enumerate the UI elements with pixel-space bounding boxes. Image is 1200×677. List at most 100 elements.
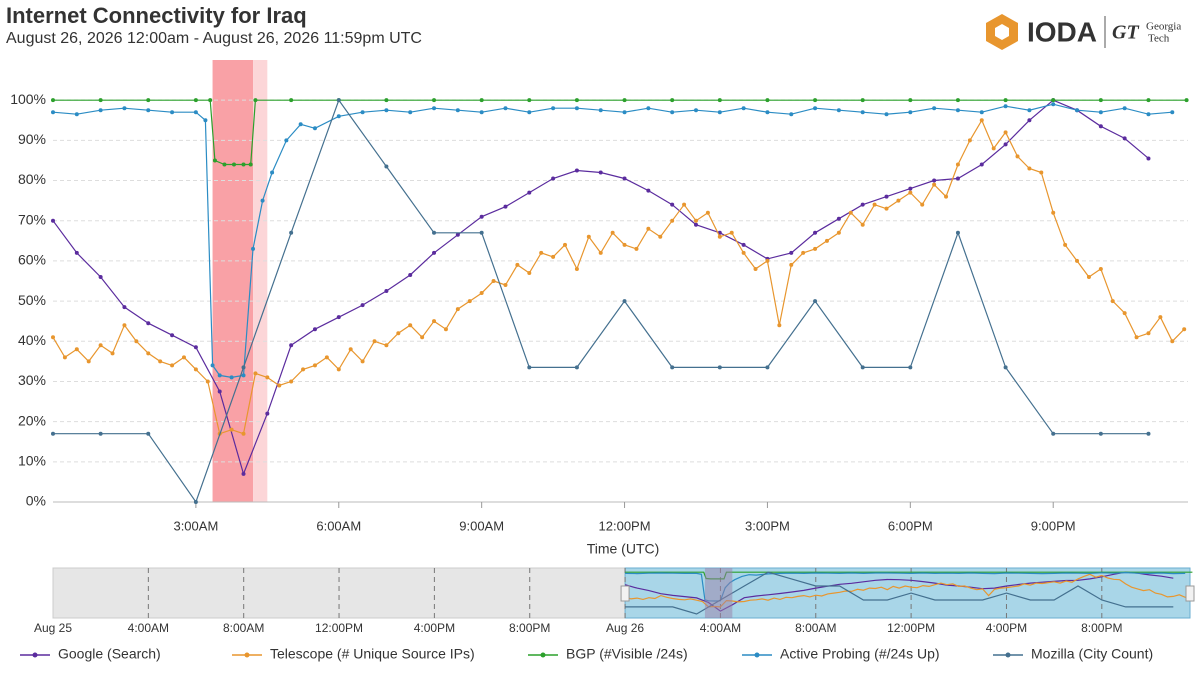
series-point bbox=[574, 365, 579, 370]
series-point bbox=[241, 162, 246, 167]
series-point bbox=[241, 365, 246, 370]
series-point bbox=[432, 98, 437, 103]
series-point bbox=[646, 106, 651, 111]
series-point bbox=[110, 351, 115, 356]
series-point bbox=[1003, 130, 1008, 135]
series-point bbox=[193, 345, 198, 350]
legend-label: Mozilla (City Count) bbox=[1031, 646, 1153, 662]
series-point bbox=[860, 110, 865, 115]
legend-label: Telescope (# Unique Source IPs) bbox=[270, 646, 475, 662]
series-point bbox=[1051, 431, 1056, 436]
series-point bbox=[231, 162, 236, 167]
series-point bbox=[908, 110, 913, 115]
navigator-tick-label: Aug 26 bbox=[606, 621, 644, 635]
series-point bbox=[955, 230, 960, 235]
series-point bbox=[455, 307, 460, 312]
series-point bbox=[336, 315, 341, 320]
legend-marker bbox=[32, 652, 38, 658]
series-point bbox=[1027, 118, 1032, 123]
series-point bbox=[479, 98, 484, 103]
series-point bbox=[467, 299, 472, 304]
y-tick-label: 0% bbox=[26, 493, 46, 509]
series-point bbox=[336, 367, 341, 372]
y-tick-label: 90% bbox=[18, 131, 46, 147]
series-point bbox=[598, 170, 603, 175]
series-point bbox=[944, 194, 949, 199]
navigator-highlight bbox=[725, 568, 733, 618]
series-point bbox=[420, 335, 425, 340]
series-point bbox=[217, 389, 222, 394]
series-point bbox=[670, 98, 675, 103]
series-point bbox=[503, 106, 508, 111]
series-point bbox=[539, 250, 544, 255]
series-point bbox=[222, 162, 227, 167]
series-point bbox=[212, 158, 217, 163]
series-point bbox=[74, 112, 79, 117]
series-point bbox=[622, 110, 627, 115]
chart-subtitle: August 26, 2026 12:00am - August 26, 202… bbox=[6, 30, 422, 47]
series-point bbox=[813, 299, 818, 304]
series-point bbox=[765, 110, 770, 115]
series-point bbox=[360, 303, 365, 308]
series-point bbox=[967, 138, 972, 143]
navigator-handle[interactable] bbox=[1185, 585, 1195, 602]
x-tick-label: 12:00PM bbox=[599, 518, 651, 533]
series-point bbox=[527, 98, 532, 103]
x-tick-label: 3:00AM bbox=[173, 518, 218, 533]
series-point bbox=[455, 108, 460, 113]
series-point bbox=[693, 108, 698, 113]
series-point bbox=[622, 176, 627, 181]
series-point bbox=[289, 230, 294, 235]
x-tick-label: 9:00AM bbox=[459, 518, 504, 533]
series-point bbox=[765, 365, 770, 370]
series-point bbox=[586, 234, 591, 239]
series-point bbox=[1146, 331, 1151, 336]
series-point bbox=[324, 355, 329, 360]
series-point bbox=[1134, 335, 1139, 340]
series-point bbox=[717, 234, 722, 239]
series-point bbox=[1075, 108, 1080, 113]
series-point bbox=[765, 98, 770, 103]
series-point bbox=[610, 230, 615, 235]
series-point bbox=[1146, 112, 1151, 117]
series-point bbox=[622, 98, 627, 103]
series-point bbox=[622, 299, 627, 304]
series-point bbox=[193, 500, 198, 504]
series-point bbox=[241, 373, 246, 378]
series-point bbox=[789, 250, 794, 255]
series-point bbox=[955, 176, 960, 181]
series-point bbox=[301, 367, 306, 372]
series-point bbox=[384, 289, 389, 294]
series-point bbox=[229, 427, 234, 432]
series-point bbox=[241, 471, 246, 476]
series-point bbox=[670, 218, 675, 223]
series-point bbox=[289, 379, 294, 384]
series-point bbox=[574, 266, 579, 271]
series-point bbox=[693, 218, 698, 223]
series-point bbox=[253, 98, 258, 103]
partner-name: Georgia bbox=[1146, 21, 1181, 33]
series-line bbox=[52, 118, 1185, 435]
series-point bbox=[622, 242, 627, 247]
series-point bbox=[146, 351, 151, 356]
series-point bbox=[932, 182, 937, 187]
series-point bbox=[979, 118, 984, 123]
series-point bbox=[634, 246, 639, 251]
series-point bbox=[551, 254, 556, 259]
series-point bbox=[765, 258, 770, 263]
series-point bbox=[384, 164, 389, 169]
series-point bbox=[265, 411, 270, 416]
legend-label: Active Probing (#/24s Up) bbox=[780, 646, 940, 662]
y-tick-label: 60% bbox=[18, 252, 46, 268]
series-point bbox=[432, 230, 437, 235]
series-point bbox=[646, 188, 651, 193]
navigator-handle[interactable] bbox=[620, 585, 630, 602]
series-point bbox=[1027, 108, 1032, 113]
series-point bbox=[98, 343, 103, 348]
series-line bbox=[53, 98, 1149, 504]
navigator-tick-label: 4:00PM bbox=[414, 621, 455, 635]
x-tick-label: 9:00PM bbox=[1031, 518, 1076, 533]
series-point bbox=[229, 375, 234, 380]
y-tick-label: 100% bbox=[10, 91, 46, 107]
series-point bbox=[432, 319, 437, 324]
